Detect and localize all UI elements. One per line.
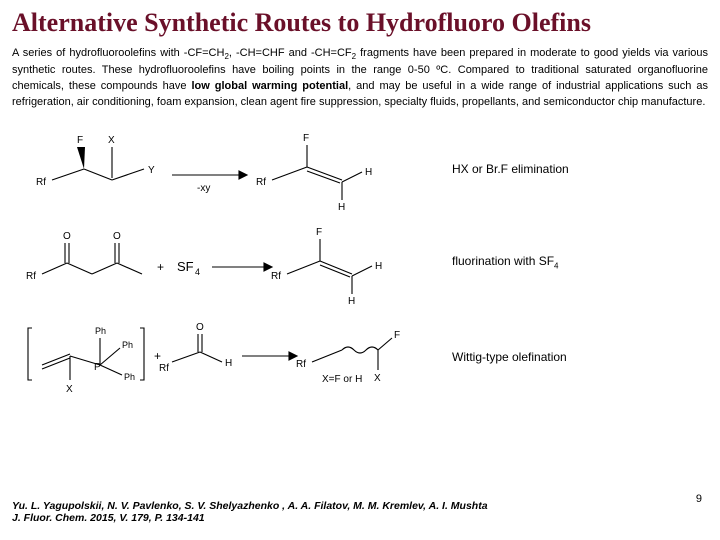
svg-text:Rf: Rf	[26, 271, 36, 282]
svg-text:F: F	[77, 135, 83, 146]
svg-text:X: X	[374, 373, 381, 384]
citation: Yu. L. Yagupolskii, N. V. Pavlenko, S. V…	[12, 500, 708, 524]
svg-text:H: H	[338, 202, 345, 213]
svg-text:4: 4	[195, 267, 200, 277]
svg-text:Ph: Ph	[122, 340, 133, 350]
svg-text:P: P	[94, 362, 101, 373]
svg-text:O: O	[113, 231, 121, 242]
svg-text:Rf: Rf	[159, 363, 169, 374]
scheme-row-fluorination: Rf O O + SF 4 Rf F H H	[22, 219, 708, 307]
svg-text:H: H	[225, 358, 232, 369]
svg-text:X: X	[66, 384, 73, 395]
svg-text:H: H	[365, 167, 372, 178]
scheme-label-3: Wittig-type olefination	[452, 350, 567, 364]
svg-text:Rf: Rf	[271, 271, 281, 282]
svg-text:Ph: Ph	[95, 326, 106, 336]
scheme-label-2: fluorination with SF4	[452, 254, 559, 270]
scheme-svg-3: X Ph Ph Ph P + Rf O H	[22, 310, 422, 404]
svg-text:F: F	[394, 330, 400, 341]
svg-text:-xy: -xy	[197, 183, 210, 194]
svg-text:F: F	[316, 227, 322, 238]
citation-authors: Yu. L. Yagupolskii, N. V. Pavlenko, S. V…	[12, 500, 488, 512]
svg-text:X=F or H: X=F or H	[322, 374, 362, 385]
page-title: Alternative Synthetic Routes to Hydroflu…	[12, 8, 708, 38]
svg-text:+: +	[157, 260, 164, 274]
scheme-row-elimination: Rf X Y F -xy Rf F H H	[22, 125, 708, 213]
intro-paragraph: A series of hydrofluoroolefins with -CF=…	[12, 46, 708, 111]
citation-journal: J. Fluor. Chem. 2015, V. 179, P. 134-141	[12, 512, 205, 524]
bold-phrase: low global warming potential	[191, 80, 348, 92]
text-frag: A series of hydrofluoroolefins with -CF=…	[12, 47, 224, 59]
svg-text:+: +	[154, 349, 161, 363]
subscript: 4	[554, 262, 558, 271]
svg-text:F: F	[303, 133, 309, 144]
svg-text:X: X	[108, 135, 115, 146]
svg-text:O: O	[196, 322, 204, 333]
svg-text:Rf: Rf	[256, 177, 266, 188]
page-number: 9	[696, 493, 702, 505]
svg-text:Rf: Rf	[296, 359, 306, 370]
scheme-svg-2: Rf O O + SF 4 Rf F H H	[22, 219, 422, 307]
svg-text:Rf: Rf	[36, 177, 46, 188]
svg-text:Y: Y	[148, 165, 155, 176]
scheme-label-1: HX or Br.F elimination	[452, 162, 569, 176]
svg-text:H: H	[375, 261, 382, 272]
scheme-row-wittig: X Ph Ph Ph P + Rf O H	[22, 313, 708, 401]
label-text: fluorination with SF	[452, 254, 554, 268]
svg-text:Ph: Ph	[124, 372, 135, 382]
svg-text:SF: SF	[177, 259, 194, 274]
reaction-schemes: Rf X Y F -xy Rf F H H	[12, 125, 708, 401]
svg-text:O: O	[63, 231, 71, 242]
text-frag: , -CH=CHF and -CH=CF	[229, 47, 352, 59]
svg-text:H: H	[348, 296, 355, 307]
scheme-svg-1: Rf X Y F -xy Rf F H H	[22, 125, 422, 213]
